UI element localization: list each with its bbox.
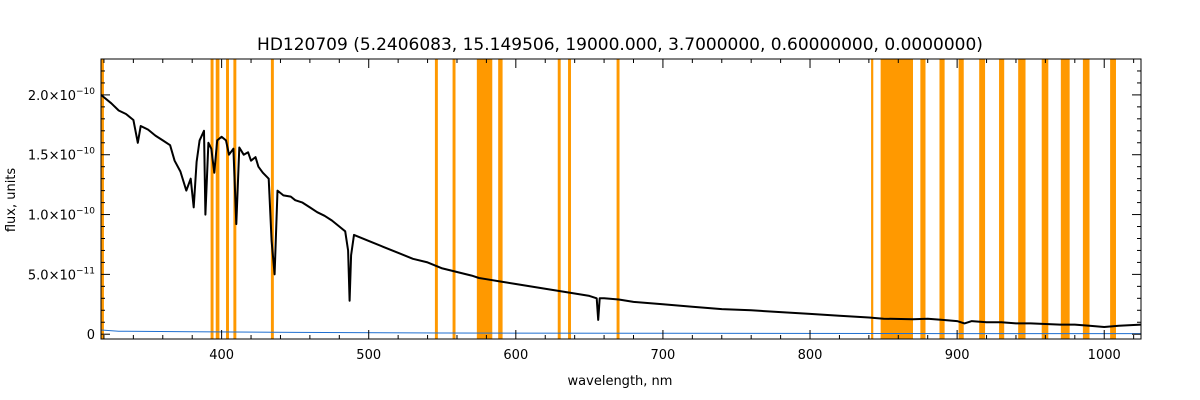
masked-region-band — [476, 59, 493, 339]
masked-region-band — [958, 59, 964, 339]
masked-region-band — [1082, 59, 1090, 339]
x-tick-label: 800 — [798, 348, 823, 363]
masked-region-band — [999, 59, 1005, 339]
masked-region-band — [920, 59, 926, 339]
x-tick-label: 700 — [651, 348, 676, 363]
y-tick-label: 2.0×10−10 — [28, 87, 95, 104]
y-tick-label: 1.5×10−10 — [28, 147, 95, 164]
masked-region-band — [568, 59, 571, 339]
y-tick-label: 1.0×10−10 — [28, 207, 95, 224]
masked-region-band — [1060, 59, 1070, 339]
flux-series — [100, 94, 1142, 328]
masked-region-band — [452, 59, 456, 339]
masked-region-band — [939, 59, 945, 339]
masked-region-band — [871, 59, 874, 339]
masked-region-band — [498, 59, 503, 339]
x-tick-label: 500 — [356, 348, 381, 363]
error-line — [100, 329, 1141, 335]
masked-region-band — [557, 59, 561, 339]
masked-region-band — [434, 59, 438, 339]
flux-line — [100, 94, 1142, 328]
plot-frame — [100, 58, 1142, 340]
y-axis: 0 5.0×10−11 1.0×10−10 1.5×10−10 2.0×10−10 — [28, 70, 1141, 343]
masked-region-band — [880, 59, 913, 339]
x-tick-label: 900 — [945, 348, 970, 363]
chart-title: HD120709 (5.2406083, 15.149506, 19000.00… — [257, 35, 983, 55]
masked-region-band — [270, 59, 274, 339]
masked-region-band — [1110, 59, 1116, 339]
y-axis-label: flux, units — [4, 168, 19, 233]
masked-region-band — [979, 59, 986, 339]
masked-region-band — [616, 59, 620, 339]
masked-region-band — [210, 59, 214, 339]
y-tick-label: 5.0×10−11 — [28, 266, 95, 283]
masked-region-band — [215, 59, 220, 339]
x-tick-label: 1000 — [1088, 348, 1121, 363]
y-tick-label: 0 — [87, 328, 95, 343]
masked-region-band — [226, 59, 229, 339]
x-axis-label: wavelength, nm — [568, 374, 673, 389]
error-series — [100, 329, 1141, 335]
x-tick-label: 600 — [503, 348, 528, 363]
masked-region-band — [1041, 59, 1049, 339]
x-axis: 400 500 600 700 800 900 1000 — [103, 59, 1135, 363]
masked-region-band — [101, 59, 104, 339]
masked-regions — [101, 59, 1116, 339]
x-tick-label: 400 — [209, 348, 234, 363]
masked-region-band — [1018, 59, 1026, 339]
